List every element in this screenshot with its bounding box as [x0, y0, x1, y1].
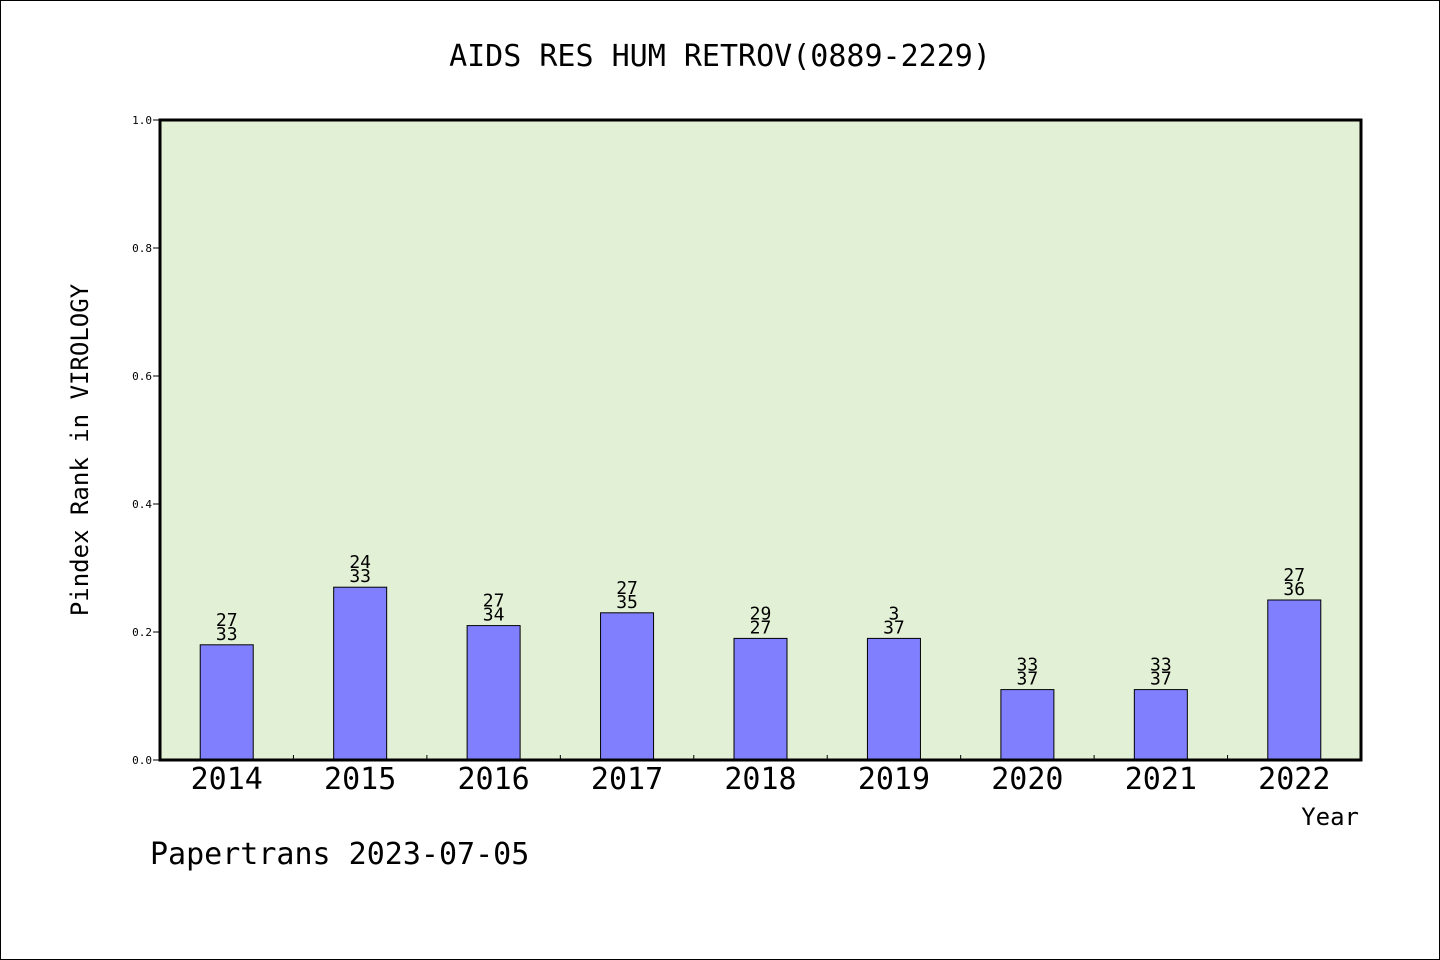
x-tick-label: 2016 [457, 762, 529, 797]
y-tick-label: 1.0 [132, 114, 152, 127]
bar-2014 [199, 644, 254, 761]
y-tick-label: 0.8 [132, 242, 152, 255]
x-tick-label: 2017 [591, 762, 663, 797]
bar-2020 [1000, 689, 1055, 761]
data-label-bottom: 33 [349, 566, 371, 587]
x-tick-label: 2018 [724, 762, 796, 797]
y-tick-label: 0.4 [132, 498, 152, 511]
data-label-top: 24 [349, 552, 371, 573]
data-label-bottom: 34 [483, 605, 505, 626]
data-label-top: 27 [616, 578, 638, 599]
bar-2017 [600, 612, 655, 761]
footer-text: Papertrans 2023-07-05 [150, 837, 529, 872]
data-label-top: 27 [1283, 565, 1305, 586]
data-label-top: 29 [750, 603, 772, 624]
x-tick-label: 2014 [191, 762, 263, 797]
data-label-top: 3 [889, 603, 900, 624]
bar-2022 [1267, 599, 1322, 761]
x-axis-ticks: 2014 2015 2016 2017 2018 2019 2020 2021 2022 [191, 755, 1330, 797]
x-tick-label: 2019 [858, 762, 930, 797]
x-axis-label: Year [1301, 803, 1359, 831]
data-label-top: 33 [1150, 655, 1172, 676]
x-tick-label: 2015 [324, 762, 396, 797]
y-axis-ticks: 0.0 0.2 0.4 0.6 0.8 1.0 [132, 114, 160, 767]
data-label-bottom: 37 [883, 617, 905, 638]
data-label-bottom: 35 [616, 592, 638, 613]
x-tick-label: 2022 [1258, 762, 1330, 797]
data-label-top: 33 [1017, 655, 1039, 676]
data-label-top: 27 [483, 591, 505, 612]
data-label-bottom: 36 [1283, 579, 1305, 600]
data-label-bottom: 37 [1150, 669, 1172, 690]
y-tick-label: 0.0 [132, 754, 152, 767]
bar-2018 [733, 637, 788, 761]
x-tick-label: 2021 [1125, 762, 1197, 797]
x-tick-label: 2020 [991, 762, 1063, 797]
chart-title: AIDS RES HUM RETROV(0889-2229) [449, 39, 991, 74]
bars [199, 586, 1322, 761]
data-label-bottom: 33 [216, 624, 238, 645]
data-label-top: 27 [216, 610, 238, 631]
y-axis-label: Pindex Rank in VIROLOGY [66, 283, 94, 616]
y-tick-label: 0.2 [132, 626, 152, 639]
bar-2016 [466, 625, 521, 761]
data-label-bottom: 37 [1017, 669, 1039, 690]
y-tick-label: 0.6 [132, 370, 152, 383]
bar-2015 [333, 586, 388, 761]
data-label-bottom: 27 [750, 617, 772, 638]
bar-2021 [1133, 689, 1188, 761]
plot-border [158, 118, 1363, 762]
bar-2019 [866, 637, 921, 761]
